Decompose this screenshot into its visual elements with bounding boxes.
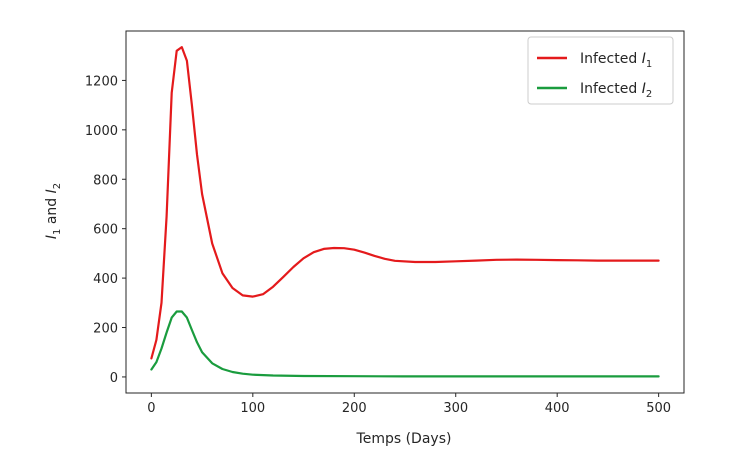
x-axis-label: Temps (Days) — [356, 431, 452, 447]
y-tick-label: 200 — [93, 322, 118, 337]
series-line-infected-i1 — [150, 45, 660, 360]
y-axis: 0 200 400 600 800 1000 1200 — [85, 74, 126, 386]
legend-label-infected-i2: Infected I2 — [580, 81, 652, 100]
x-tick-label: 0 — [147, 401, 155, 416]
plot-area — [125, 30, 685, 394]
y-tick-label: 600 — [93, 223, 118, 238]
y-tick-label: 0 — [110, 371, 118, 386]
legend: Infected I1 Infected I2 — [527, 36, 674, 105]
x-tick-label: 100 — [240, 401, 265, 416]
x-tick-label: 200 — [342, 401, 367, 416]
x-tick-label: 300 — [443, 401, 468, 416]
y-tick-label: 400 — [93, 272, 118, 287]
legend-label-infected-i1: Infected I1 — [580, 51, 652, 70]
axes-frame — [125, 30, 685, 394]
y-tick-label: 800 — [93, 173, 118, 188]
series-line-infected-i2 — [150, 310, 660, 378]
y-axis-label: I1 and I2 — [44, 183, 63, 239]
y-tick-label: 1000 — [85, 124, 118, 139]
x-axis: 0 100 200 300 400 500 — [147, 393, 671, 416]
x-tick-label: 400 — [545, 401, 570, 416]
x-tick-label: 500 — [646, 401, 671, 416]
y-tick-label: 1200 — [85, 74, 118, 89]
